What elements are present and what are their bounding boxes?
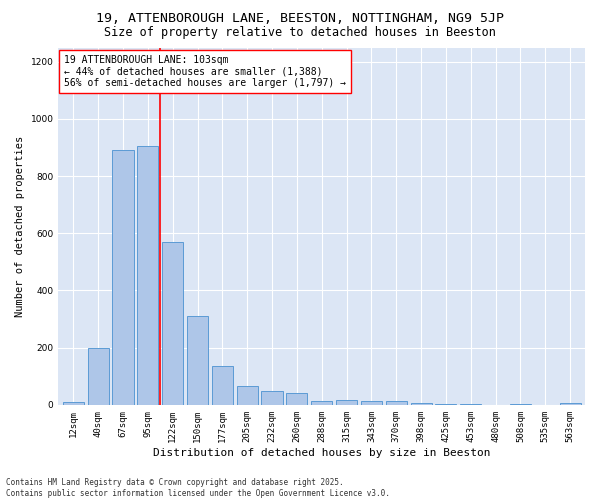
Bar	[386, 402, 407, 405]
Y-axis label: Number of detached properties: Number of detached properties	[15, 136, 25, 317]
Bar	[560, 402, 581, 405]
Bar	[162, 242, 183, 405]
Bar	[410, 404, 431, 405]
Text: Size of property relative to detached houses in Beeston: Size of property relative to detached ho…	[104, 26, 496, 39]
Bar	[212, 366, 233, 405]
Bar	[361, 400, 382, 405]
Bar	[137, 146, 158, 405]
Bar	[336, 400, 357, 405]
X-axis label: Distribution of detached houses by size in Beeston: Distribution of detached houses by size …	[153, 448, 490, 458]
Text: 19 ATTENBOROUGH LANE: 103sqm
← 44% of detached houses are smaller (1,388)
56% of: 19 ATTENBOROUGH LANE: 103sqm ← 44% of de…	[64, 54, 346, 88]
Bar	[63, 402, 84, 405]
Bar	[311, 400, 332, 405]
Bar	[187, 316, 208, 405]
Bar	[286, 393, 307, 405]
Bar	[460, 404, 481, 405]
Bar	[112, 150, 134, 405]
Text: 19, ATTENBOROUGH LANE, BEESTON, NOTTINGHAM, NG9 5JP: 19, ATTENBOROUGH LANE, BEESTON, NOTTINGH…	[96, 12, 504, 26]
Bar	[510, 404, 531, 405]
Bar	[236, 386, 258, 405]
Bar	[88, 348, 109, 405]
Text: Contains HM Land Registry data © Crown copyright and database right 2025.
Contai: Contains HM Land Registry data © Crown c…	[6, 478, 390, 498]
Bar	[436, 404, 457, 405]
Bar	[262, 390, 283, 405]
